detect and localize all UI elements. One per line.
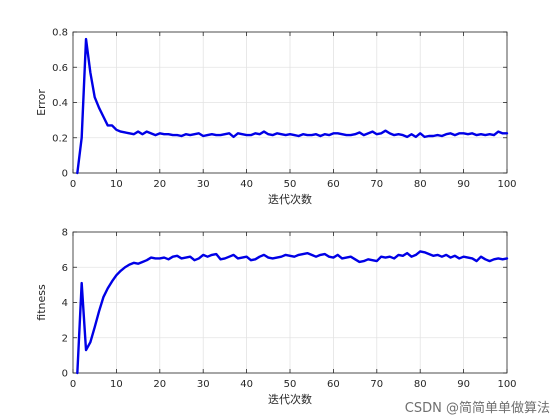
error-xtick-label-5: 50 [284, 179, 297, 190]
error-ytick-label-0: 0 [62, 169, 68, 180]
fitness-xtick-label-9: 90 [457, 379, 470, 390]
error-ytick-label-2: 0.4 [52, 98, 68, 109]
error-ytick-label-3: 0.6 [52, 63, 68, 74]
fitness-series-line-0 [76, 250, 509, 375]
error-xtick-label-0: 0 [70, 179, 76, 190]
error-xtick-label-9: 90 [457, 179, 470, 190]
fitness-ylabel: fitness [35, 284, 48, 321]
fitness-xtick-label-5: 50 [284, 379, 297, 390]
fitness-xtick-label-8: 80 [414, 379, 427, 390]
fitness-xlabel: 迭代次数 [268, 392, 312, 406]
fitness-xtick-label-7: 70 [370, 379, 383, 390]
error-xlabel: 迭代次数 [268, 192, 312, 206]
error-series-line-0 [76, 37, 509, 175]
error-ytick-label-4: 0.8 [52, 28, 68, 39]
fitness-ytick-label-3: 6 [62, 263, 68, 274]
error-xtick-label-4: 40 [240, 179, 253, 190]
fitness-ytick-label-1: 2 [62, 333, 68, 344]
fitness-ytick-label-0: 0 [62, 369, 68, 380]
watermark: CSDN @简简单单做算法 [404, 401, 550, 416]
fitness-xtick-label-3: 30 [197, 379, 210, 390]
fitness-xtick-label-4: 40 [240, 379, 253, 390]
error-xtick-label-2: 20 [153, 179, 166, 190]
error-xtick-label-8: 80 [414, 179, 427, 190]
fitness-xtick-label-10: 100 [497, 379, 516, 390]
fitness-ytick-label-2: 4 [62, 298, 68, 309]
error-xtick-label-3: 30 [197, 179, 210, 190]
error-xtick-label-7: 70 [370, 179, 383, 190]
error-xtick-label-1: 10 [110, 179, 123, 190]
fitness-ytick-label-4: 8 [62, 228, 68, 239]
fitness-xtick-label-2: 20 [153, 379, 166, 390]
fitness-xtick-label-1: 10 [110, 379, 123, 390]
fitness-xtick-label-0: 0 [70, 379, 76, 390]
error-xtick-label-6: 60 [327, 179, 340, 190]
fitness-plot: 0 10 20 30 40 50 60 70 80 90 100 0 2 4 6 8 迭代次数 fitness [35, 228, 517, 407]
error-ytick-label-1: 0.2 [52, 133, 68, 144]
error-plot: 0 10 20 30 40 50 60 70 80 90 100 0 0.2 0.4 0.6 0.8 迭代次数 E… [35, 28, 517, 207]
error-ylabel: Error [35, 89, 48, 116]
error-xtick-label-10: 100 [497, 179, 516, 190]
fitness-xtick-label-6: 60 [327, 379, 340, 390]
